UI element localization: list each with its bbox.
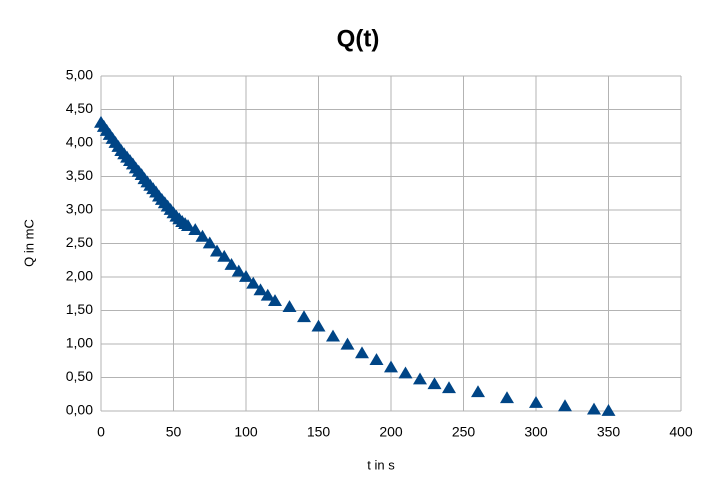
x-tick-label: 100 — [234, 424, 258, 440]
x-tick-label: 200 — [379, 424, 403, 440]
x-tick-label: 350 — [597, 424, 621, 440]
marker — [558, 399, 572, 412]
y-tick-label: 1,50 — [66, 301, 93, 317]
marker — [282, 300, 297, 313]
marker — [427, 377, 442, 390]
y-tick-label: 0,00 — [66, 402, 93, 418]
marker — [188, 223, 203, 235]
y-tick-label: 0,50 — [66, 368, 93, 384]
marker — [195, 229, 210, 242]
marker — [340, 337, 355, 350]
x-tick-label: 0 — [97, 424, 105, 440]
marker — [355, 346, 369, 359]
y-axis-title: Q in mC — [21, 219, 36, 267]
y-tick-label: 5,00 — [66, 67, 93, 83]
marker — [601, 404, 616, 416]
y-tick-label: 3,00 — [66, 201, 93, 217]
x-tick-label: 300 — [524, 424, 548, 440]
marker — [326, 329, 340, 342]
marker — [231, 264, 246, 277]
marker — [384, 360, 398, 373]
y-tick-label: 2,00 — [66, 268, 93, 284]
marker — [413, 372, 427, 385]
y-tick-label: 4,00 — [66, 134, 93, 150]
y-tick-label: 1,00 — [66, 335, 93, 351]
y-tick-label: 3,50 — [66, 167, 93, 183]
marker — [246, 276, 261, 289]
marker — [398, 366, 413, 379]
marker — [442, 381, 456, 394]
marker — [217, 249, 232, 262]
marker — [369, 353, 384, 365]
x-tick-label: 150 — [307, 424, 331, 440]
marker — [529, 395, 543, 408]
marker — [210, 244, 224, 257]
marker — [224, 257, 239, 270]
marker — [297, 310, 311, 323]
x-axis-title: t in s — [367, 457, 395, 472]
marker — [587, 402, 601, 415]
chart-title: Q(t) — [337, 25, 380, 52]
marker — [202, 236, 217, 249]
marker — [471, 385, 485, 398]
y-tick-label: 4,50 — [66, 100, 93, 116]
x-tick-label: 50 — [166, 424, 182, 440]
x-tick-label: 250 — [452, 424, 476, 440]
marker — [253, 283, 268, 296]
marker — [500, 391, 514, 404]
marker — [311, 319, 326, 332]
marker — [181, 219, 195, 231]
marker — [268, 294, 282, 307]
x-tick-label: 400 — [669, 424, 693, 440]
marker — [260, 288, 275, 301]
y-tick-label: 2,50 — [66, 234, 93, 250]
marker — [239, 270, 253, 282]
